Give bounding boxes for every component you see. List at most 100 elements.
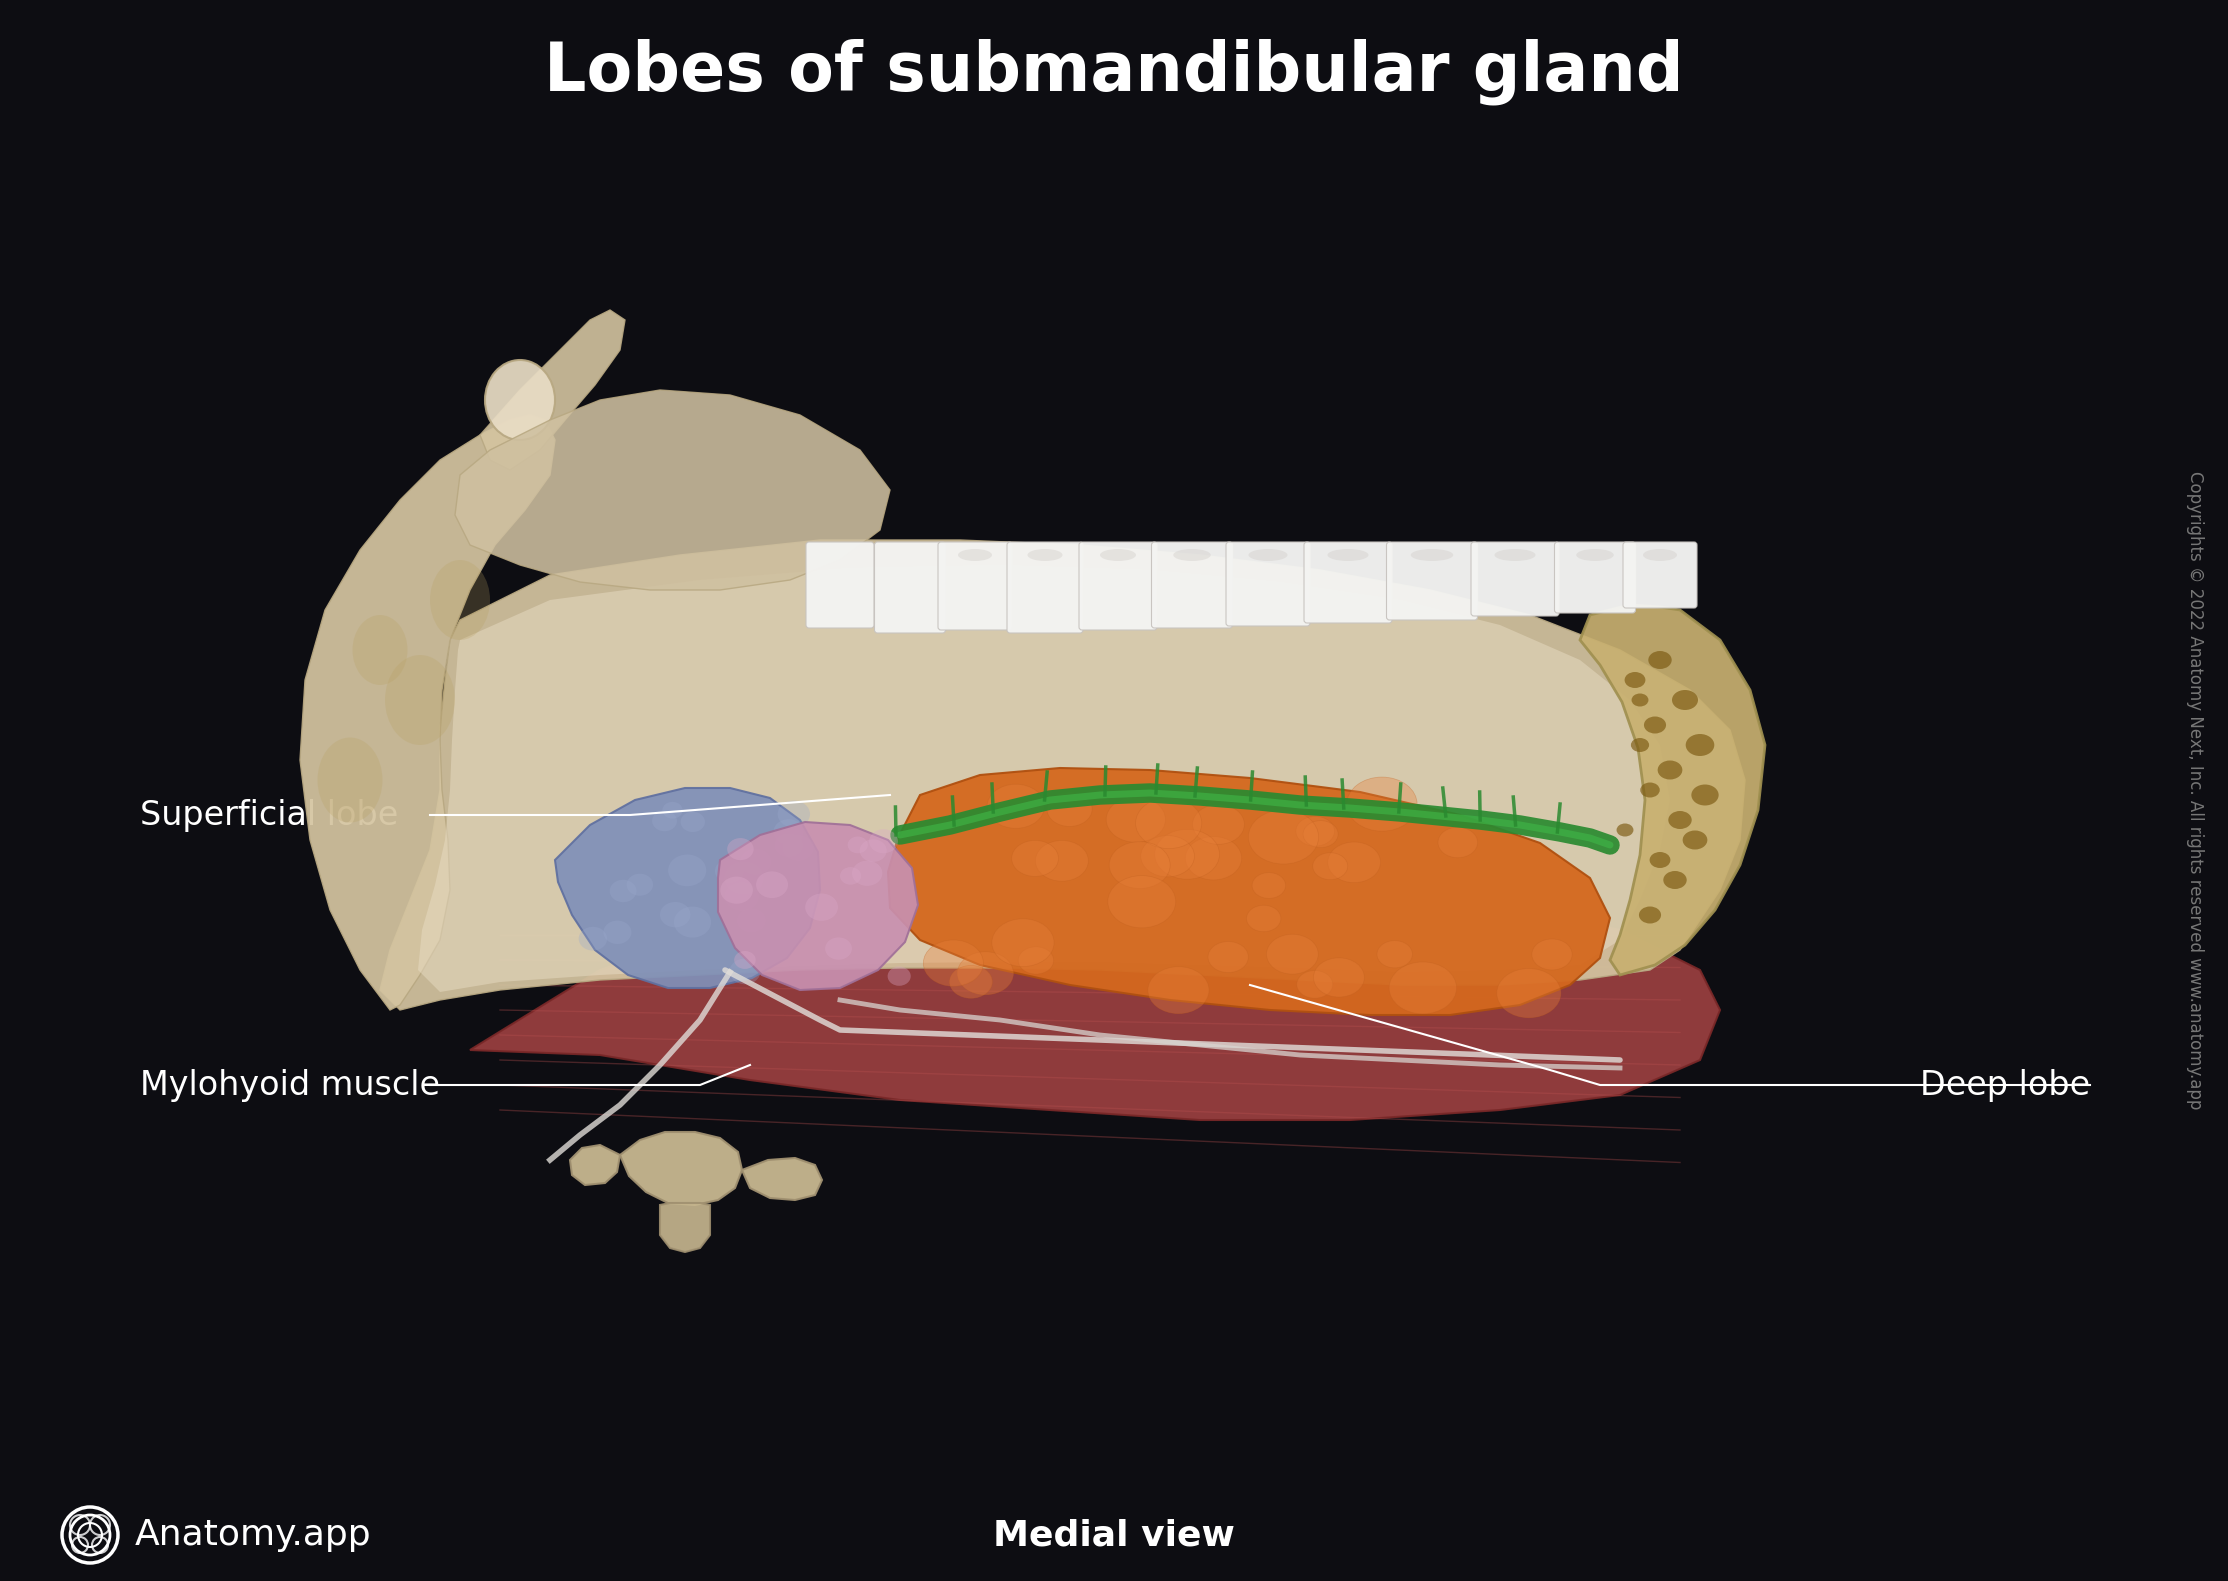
Ellipse shape <box>778 800 811 827</box>
Ellipse shape <box>958 952 1014 994</box>
Ellipse shape <box>715 858 744 884</box>
Ellipse shape <box>840 866 860 885</box>
Ellipse shape <box>1649 852 1671 868</box>
Ellipse shape <box>1671 689 1698 710</box>
Ellipse shape <box>804 893 838 920</box>
Polygon shape <box>381 541 1745 1010</box>
Ellipse shape <box>1575 549 1613 561</box>
Ellipse shape <box>1248 549 1288 561</box>
Ellipse shape <box>1410 549 1453 561</box>
FancyBboxPatch shape <box>1555 542 1635 613</box>
Ellipse shape <box>1644 716 1667 734</box>
Ellipse shape <box>673 906 711 938</box>
FancyBboxPatch shape <box>938 542 1012 629</box>
Ellipse shape <box>1377 941 1413 968</box>
Text: Lobes of submandibular gland: Lobes of submandibular gland <box>544 40 1684 106</box>
Polygon shape <box>470 885 1720 1119</box>
Ellipse shape <box>1297 816 1335 846</box>
Ellipse shape <box>1141 835 1194 877</box>
FancyBboxPatch shape <box>1007 542 1083 632</box>
Polygon shape <box>742 1157 822 1200</box>
Ellipse shape <box>1658 760 1682 779</box>
Ellipse shape <box>1631 738 1649 753</box>
Text: Deep lobe: Deep lobe <box>1921 1069 2090 1102</box>
Ellipse shape <box>737 907 766 933</box>
Ellipse shape <box>610 879 637 903</box>
Ellipse shape <box>740 849 771 874</box>
Polygon shape <box>301 414 555 1010</box>
Ellipse shape <box>1328 843 1381 882</box>
Ellipse shape <box>1027 549 1063 561</box>
Polygon shape <box>717 822 918 990</box>
Ellipse shape <box>1174 549 1210 561</box>
Ellipse shape <box>847 836 869 854</box>
Text: Mylohyoid muscle: Mylohyoid muscle <box>140 1069 439 1102</box>
Ellipse shape <box>579 926 608 950</box>
Ellipse shape <box>773 819 804 844</box>
Ellipse shape <box>1664 871 1687 889</box>
Ellipse shape <box>860 840 887 862</box>
Ellipse shape <box>1497 969 1562 1018</box>
Polygon shape <box>419 564 1671 991</box>
Ellipse shape <box>1107 797 1165 843</box>
FancyBboxPatch shape <box>1622 542 1698 609</box>
Polygon shape <box>479 310 626 470</box>
Ellipse shape <box>653 811 677 832</box>
Ellipse shape <box>385 655 455 745</box>
Ellipse shape <box>1266 934 1319 974</box>
Ellipse shape <box>1533 939 1573 969</box>
Ellipse shape <box>1110 841 1170 889</box>
Ellipse shape <box>729 958 760 985</box>
FancyBboxPatch shape <box>807 542 873 628</box>
Ellipse shape <box>1669 811 1691 828</box>
Ellipse shape <box>887 966 911 987</box>
Ellipse shape <box>1012 841 1058 876</box>
Ellipse shape <box>987 784 1045 828</box>
Ellipse shape <box>720 876 753 904</box>
Ellipse shape <box>1312 852 1348 879</box>
Polygon shape <box>659 1203 711 1252</box>
Ellipse shape <box>1297 971 1332 998</box>
Ellipse shape <box>782 835 813 862</box>
Ellipse shape <box>724 862 764 895</box>
Ellipse shape <box>1245 906 1281 931</box>
Polygon shape <box>1580 606 1765 975</box>
Ellipse shape <box>726 838 753 860</box>
Ellipse shape <box>1147 966 1210 1013</box>
Ellipse shape <box>680 811 704 832</box>
Ellipse shape <box>1346 778 1417 832</box>
Polygon shape <box>455 391 889 590</box>
Ellipse shape <box>922 941 983 987</box>
FancyBboxPatch shape <box>1225 542 1310 626</box>
Ellipse shape <box>1315 958 1364 998</box>
Ellipse shape <box>949 966 991 998</box>
Ellipse shape <box>1640 783 1660 797</box>
Ellipse shape <box>1687 734 1713 756</box>
Ellipse shape <box>775 833 802 857</box>
Ellipse shape <box>668 854 706 887</box>
Ellipse shape <box>1136 798 1201 849</box>
Ellipse shape <box>1107 876 1176 928</box>
Polygon shape <box>555 787 820 988</box>
Ellipse shape <box>991 919 1054 966</box>
Ellipse shape <box>1248 809 1319 863</box>
FancyBboxPatch shape <box>1078 542 1156 629</box>
Ellipse shape <box>1101 549 1136 561</box>
FancyBboxPatch shape <box>1386 542 1477 620</box>
Ellipse shape <box>1437 827 1477 858</box>
Ellipse shape <box>824 938 851 960</box>
Text: Anatomy.app: Anatomy.app <box>136 1518 372 1553</box>
Ellipse shape <box>486 360 555 440</box>
Text: Copyrights © 2022 Anatomy Next, Inc. All rights reserved www.anatomy.app: Copyrights © 2022 Anatomy Next, Inc. All… <box>2186 471 2203 1110</box>
Ellipse shape <box>1328 549 1368 561</box>
Ellipse shape <box>662 802 682 819</box>
Ellipse shape <box>869 830 898 854</box>
Ellipse shape <box>626 874 653 896</box>
Ellipse shape <box>1495 549 1535 561</box>
Ellipse shape <box>1649 651 1671 669</box>
Ellipse shape <box>319 737 383 822</box>
Ellipse shape <box>1018 947 1054 974</box>
Ellipse shape <box>1624 672 1646 688</box>
Ellipse shape <box>851 860 882 885</box>
Ellipse shape <box>1185 836 1241 881</box>
